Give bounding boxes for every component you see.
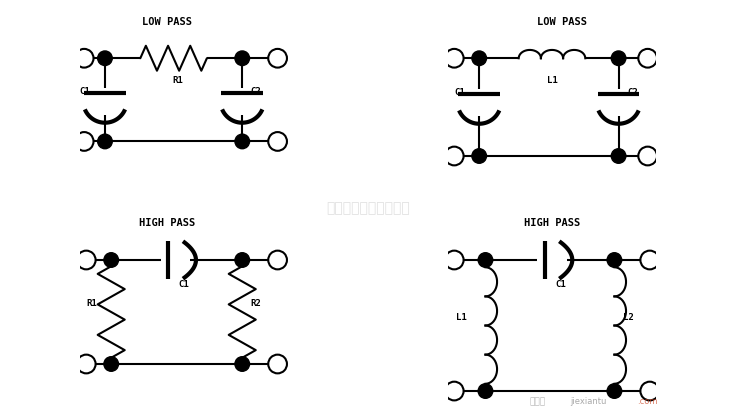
Circle shape (445, 250, 464, 270)
Circle shape (445, 382, 464, 400)
Circle shape (77, 354, 96, 374)
Circle shape (638, 49, 657, 67)
Circle shape (607, 253, 622, 267)
Circle shape (104, 357, 118, 371)
Text: L1: L1 (456, 313, 467, 322)
Circle shape (640, 250, 659, 270)
Text: C1: C1 (179, 280, 189, 289)
Circle shape (235, 51, 250, 65)
Circle shape (268, 354, 287, 374)
Text: LOW PASS: LOW PASS (142, 17, 192, 27)
Circle shape (607, 384, 622, 399)
Text: R1: R1 (86, 299, 96, 308)
Text: C2: C2 (627, 88, 637, 97)
Text: 接线图: 接线图 (529, 397, 545, 406)
Circle shape (75, 132, 93, 151)
Circle shape (77, 250, 96, 270)
Circle shape (98, 51, 112, 65)
Circle shape (612, 51, 626, 65)
Circle shape (638, 146, 657, 165)
Text: L2: L2 (623, 313, 634, 322)
Circle shape (472, 51, 486, 65)
Circle shape (235, 357, 250, 371)
Text: C2: C2 (250, 87, 261, 96)
Circle shape (445, 49, 464, 67)
Text: C1: C1 (555, 280, 566, 289)
Text: .com: .com (637, 397, 658, 406)
Circle shape (478, 253, 492, 267)
Circle shape (235, 253, 250, 267)
Text: L1: L1 (547, 76, 557, 85)
Circle shape (472, 149, 486, 163)
Circle shape (478, 384, 492, 399)
Text: 杭州将睿科技有限公司: 杭州将睿科技有限公司 (326, 201, 410, 215)
Text: jiexiantu: jiexiantu (570, 397, 607, 406)
Circle shape (268, 250, 287, 270)
Circle shape (640, 382, 659, 400)
Text: HIGH PASS: HIGH PASS (524, 218, 580, 228)
Circle shape (235, 134, 250, 149)
Circle shape (445, 146, 464, 165)
Circle shape (268, 49, 287, 67)
Text: HIGH PASS: HIGH PASS (139, 218, 196, 228)
Circle shape (75, 49, 93, 67)
Circle shape (612, 149, 626, 163)
Text: C1: C1 (79, 87, 91, 96)
Circle shape (104, 253, 118, 267)
Text: LOW PASS: LOW PASS (537, 17, 587, 27)
Text: R2: R2 (250, 299, 261, 308)
Circle shape (98, 134, 112, 149)
Text: R1: R1 (172, 76, 183, 85)
Text: C1: C1 (454, 88, 464, 97)
Circle shape (268, 132, 287, 151)
